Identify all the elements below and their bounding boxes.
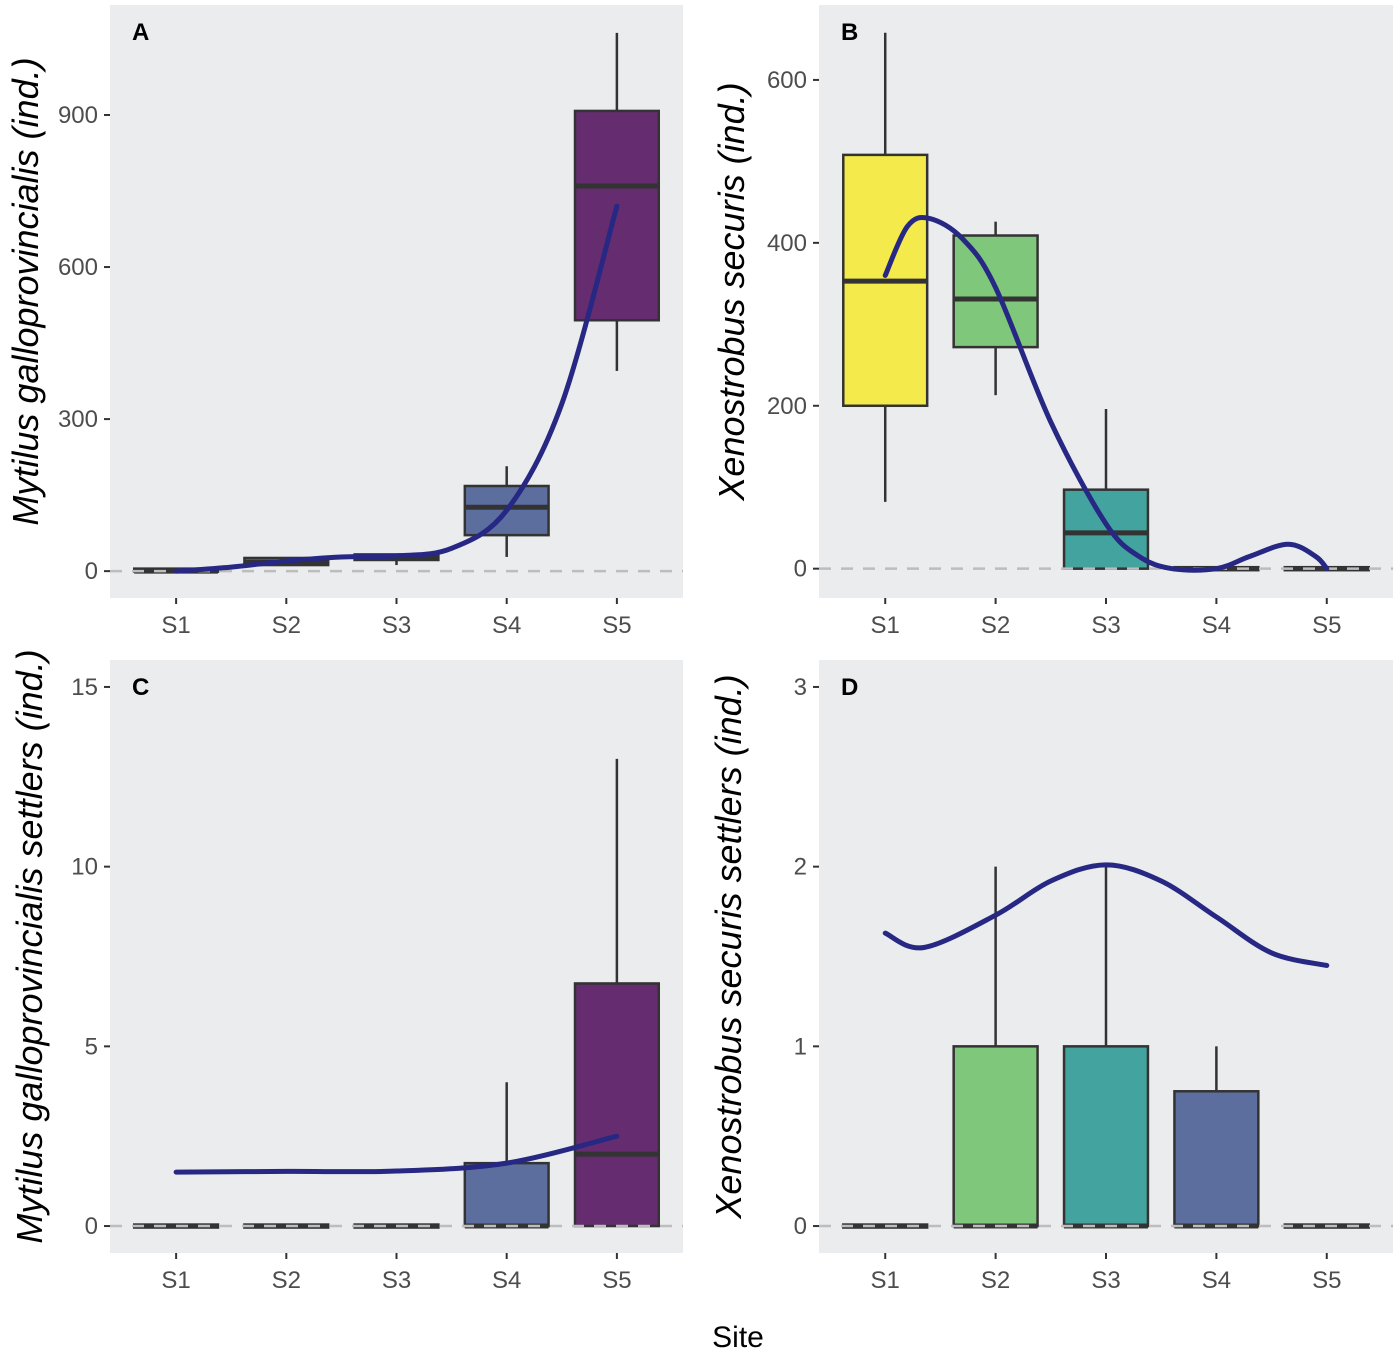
box-iqr xyxy=(952,1045,1039,1228)
panel-b: 0 200 400 600 S1 S2 S3 S4 S5 B Xenostrobus securis… xyxy=(711,5,1393,639)
x-tick-label: S3 xyxy=(1091,612,1120,639)
box-iqr xyxy=(1062,1045,1150,1228)
x-tick-label: S3 xyxy=(382,1267,411,1294)
box-iqr xyxy=(1173,1090,1260,1228)
y-tick-label: 10 xyxy=(71,854,98,881)
x-tick-label: S5 xyxy=(602,612,631,639)
y-tick-label: 3 xyxy=(794,674,807,701)
panel-c: 0 5 10 15 S1 S2 S3 S4 S5 C Mytilus galloprovincial… xyxy=(9,649,683,1294)
panel-letter: A xyxy=(132,19,149,46)
x-tick-label: S3 xyxy=(1091,1267,1120,1294)
x-tick-label: S5 xyxy=(1312,612,1341,639)
y-tick-label: 900 xyxy=(58,102,98,129)
y-tick-label: 300 xyxy=(58,406,98,433)
y-tick-label: 2 xyxy=(794,854,807,881)
x-tick-label: S1 xyxy=(871,1267,900,1294)
box-iqr xyxy=(463,1161,550,1228)
y-tick-label: 5 xyxy=(85,1033,98,1060)
y-tick-label: 15 xyxy=(71,674,98,701)
y-tick-label: 1 xyxy=(794,1033,807,1060)
x-tick-label: S4 xyxy=(1202,612,1231,639)
y-tick-label: 0 xyxy=(85,558,98,585)
y-axis-title: Mytilus galloprovincialis settlers (ind.… xyxy=(9,649,50,1243)
x-axis-title: Site xyxy=(712,1321,764,1353)
smooth-trend-line xyxy=(882,862,1330,968)
box-iqr xyxy=(573,982,661,1228)
y-axis-title: Xenostrobus securis (ind.) xyxy=(711,82,752,501)
panel-d: 0 1 2 3 S1 S2 S3 S4 S5 D Xenostrobus securis settl… xyxy=(708,660,1393,1294)
x-tick-label: S1 xyxy=(161,612,190,639)
box-s3 xyxy=(1062,409,1150,570)
x-tick-label: S2 xyxy=(272,1267,301,1294)
x-tick-label: S5 xyxy=(602,1267,631,1294)
x-tick-label: S4 xyxy=(1202,1267,1231,1294)
smooth-trend-line xyxy=(173,1133,620,1175)
x-tick-label: S2 xyxy=(981,1267,1010,1294)
panel-letter: C xyxy=(132,674,149,701)
y-axis-title: Xenostrobus securis settlers (ind.) xyxy=(708,674,749,1219)
y-tick-label: 600 xyxy=(58,254,98,281)
y-tick-label: 600 xyxy=(767,67,807,94)
y-tick-label: 200 xyxy=(767,393,807,420)
panel-letter: D xyxy=(841,674,858,701)
box-s5 xyxy=(573,758,661,1228)
box-s4 xyxy=(1173,1046,1260,1229)
smooth-trend-line xyxy=(173,203,620,574)
x-tick-label: S2 xyxy=(272,612,301,639)
y-tick-label: 0 xyxy=(794,1213,807,1240)
x-tick-label: S5 xyxy=(1312,1267,1341,1294)
x-tick-label: S1 xyxy=(161,1267,190,1294)
y-tick-label: 400 xyxy=(767,230,807,257)
box-iqr xyxy=(573,109,661,322)
x-tick-label: S4 xyxy=(492,1267,521,1294)
x-tick-label: S4 xyxy=(492,612,521,639)
x-tick-label: S1 xyxy=(871,612,900,639)
smooth-trend-line xyxy=(882,214,1330,573)
panel-letter: B xyxy=(841,19,858,46)
y-tick-label: 0 xyxy=(85,1213,98,1240)
box-s5 xyxy=(573,32,661,371)
box-s1 xyxy=(842,32,929,502)
y-tick-label: 0 xyxy=(794,556,807,583)
y-axis-title: Mytilus galloprovincialis (ind.) xyxy=(5,57,46,525)
x-tick-label: S2 xyxy=(981,612,1010,639)
panel-a: 0 300 600 900 S1 S2 S3 S4 S5 A Mytilus galloprovin… xyxy=(5,5,683,639)
x-tick-label: S3 xyxy=(382,612,411,639)
